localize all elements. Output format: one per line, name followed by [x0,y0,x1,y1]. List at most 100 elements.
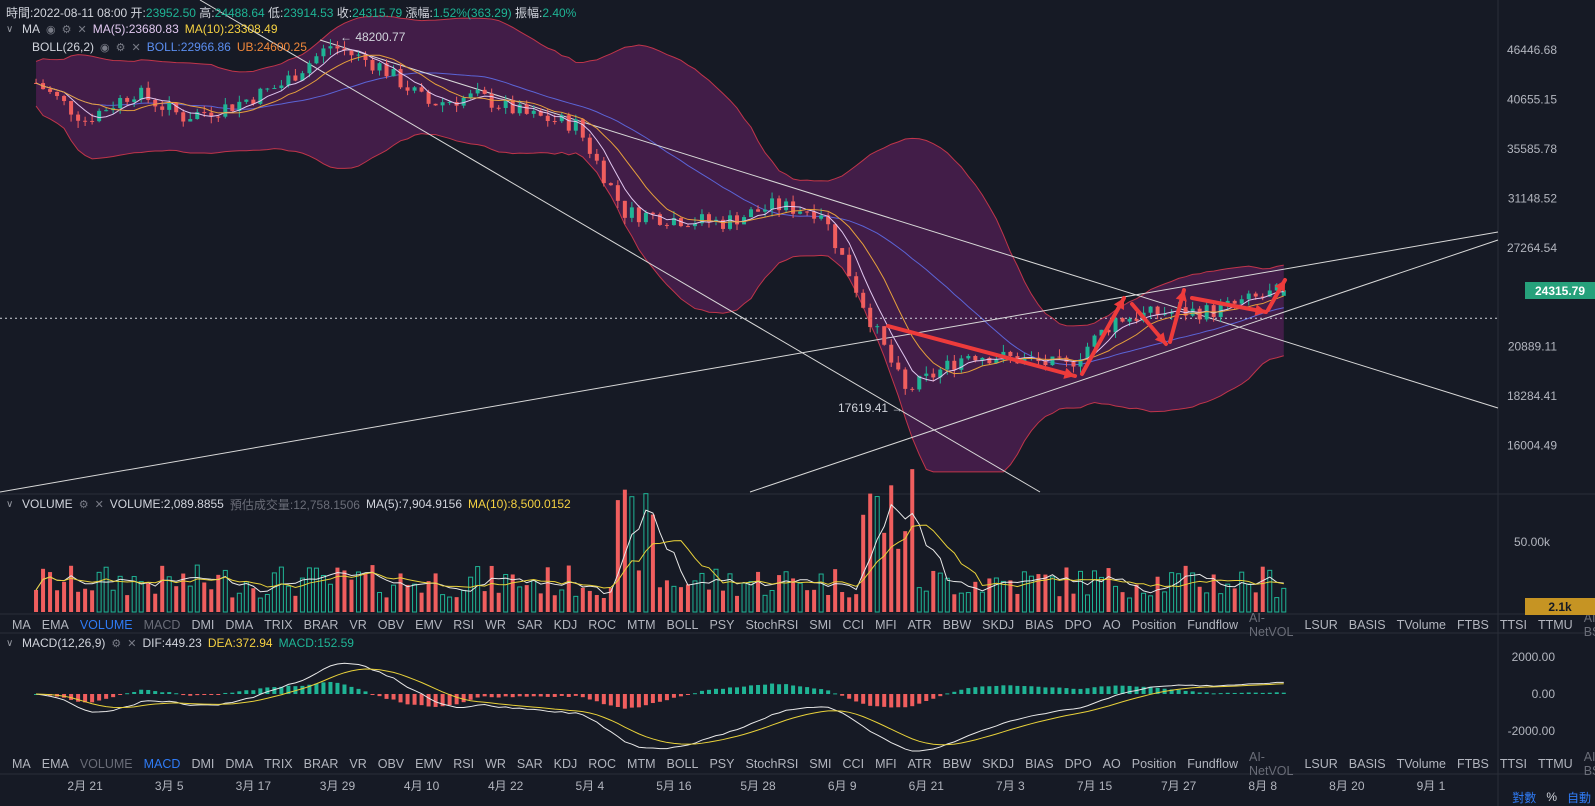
indicator-tab-ttmu[interactable]: TTMU [1538,757,1573,771]
indicator-tab-roc[interactable]: ROC [588,618,617,632]
gear-icon[interactable]: ⚙ [61,23,72,36]
indicator-tab-roc[interactable]: ROC [588,757,617,771]
indicator-tab-ma[interactable]: MA [12,618,31,632]
indicator-tab-bbw[interactable]: BBW [942,618,972,632]
indicator-tab-basis[interactable]: BASIS [1348,618,1386,632]
indicator-tab-macd[interactable]: MACD [143,618,181,632]
indicator-tab-volume[interactable]: VOLUME [79,757,133,771]
indicator-tab-boll[interactable]: BOLL [666,618,699,632]
percent-scale-button[interactable]: % [1546,790,1557,804]
volume-bar [944,577,950,613]
indicator-tab-ai-bsi[interactable]: AI-BSI [1583,611,1595,639]
chevron-down-icon[interactable]: ∨ [6,637,14,649]
gear-icon[interactable]: ⚙ [111,637,122,650]
indicator-tab-cci[interactable]: CCI [842,618,865,632]
macd-legend[interactable]: ∨ MACD(12,26,9) ⚙ ✕ DIF:449.23 DEA:372.9… [6,635,354,651]
indicator-tab-emv[interactable]: EMV [415,618,443,632]
chevron-down-icon[interactable]: ∨ [6,498,14,510]
indicator-tab-dmi[interactable]: DMI [191,618,215,632]
indicator-tab-atr[interactable]: ATR [907,618,932,632]
close-icon[interactable]: ✕ [131,41,141,54]
indicator-tab-ai-netvol[interactable]: AI-NetVOL [1248,611,1294,639]
indicator-tab-atr[interactable]: ATR [907,757,932,771]
indicator-tab-fundflow[interactable]: Fundflow [1187,757,1238,771]
indicator-tab-rsi[interactable]: RSI [453,757,475,771]
indicator-tab-rsi[interactable]: RSI [453,618,475,632]
indicator-tab-ftbs[interactable]: FTBS [1456,618,1489,632]
close-icon[interactable]: ✕ [77,23,87,36]
volume-legend[interactable]: ∨ VOLUME ⚙ ✕ VOLUME:2,089.8855 預估成交量:12,… [6,496,571,512]
indicator-tab-mtm[interactable]: MTM [627,757,656,771]
indicator-tab-kdj[interactable]: KDJ [553,757,578,771]
indicator-tab-ema[interactable]: EMA [41,757,69,771]
indicator-tab-smi[interactable]: SMI [809,757,832,771]
gear-icon[interactable]: ⚙ [115,41,126,54]
eye-icon[interactable]: ◉ [100,41,110,54]
boll-legend[interactable]: BOLL(26,2) ◉ ⚙ ✕ BOLL:22966.86 UB:24600.… [32,39,307,55]
indicator-tab-dma[interactable]: DMA [225,757,254,771]
indicator-tab-smi[interactable]: SMI [809,618,832,632]
indicator-tab-sar[interactable]: SAR [516,618,543,632]
indicator-tab-wr[interactable]: WR [485,618,506,632]
indicator-tab-trix[interactable]: TRIX [264,757,293,771]
indicator-tab-bbw[interactable]: BBW [942,757,972,771]
indicator-tab-ai-netvol[interactable]: AI-NetVOL [1248,750,1294,778]
chevron-down-icon[interactable]: ∨ [6,23,14,35]
indicator-tab-dmi[interactable]: DMI [191,757,215,771]
indicator-tab-fundflow[interactable]: Fundflow [1187,618,1238,632]
indicator-tab-sar[interactable]: SAR [516,757,543,771]
eye-icon[interactable]: ◉ [46,23,56,36]
indicator-tab-tvolume[interactable]: TVolume [1396,757,1446,771]
close-icon[interactable]: ✕ [94,498,104,511]
ma-legend[interactable]: ∨ MA ◉ ⚙ ✕ MA(5):23680.83 MA(10):23308.4… [6,21,278,37]
indicator-tab-wr[interactable]: WR [485,757,506,771]
indicator-tab-lsur[interactable]: LSUR [1304,618,1338,632]
log-scale-button[interactable]: 對數 [1512,790,1537,805]
indicator-tab-ttsi[interactable]: TTSI [1499,757,1527,771]
indicator-tab-ma[interactable]: MA [12,757,31,771]
indicator-tab-obv[interactable]: OBV [377,618,405,632]
indicator-tab-psy[interactable]: PSY [709,757,735,771]
indicator-tab-ftbs[interactable]: FTBS [1456,757,1489,771]
indicator-tab-position[interactable]: Position [1131,618,1177,632]
indicator-tab-basis[interactable]: BASIS [1348,757,1386,771]
indicator-tab-ema[interactable]: EMA [41,618,69,632]
indicator-tab-psy[interactable]: PSY [709,618,735,632]
indicator-tab-macd[interactable]: MACD [143,757,181,771]
indicator-tab-bias[interactable]: BIAS [1025,618,1054,632]
indicator-tab-dpo[interactable]: DPO [1064,757,1092,771]
indicator-tab-dpo[interactable]: DPO [1064,618,1092,632]
indicator-tab-stochrsi[interactable]: StochRSI [745,757,799,771]
indicator-tab-obv[interactable]: OBV [377,757,405,771]
indicator-tab-ai-bsi[interactable]: AI-BSI [1583,750,1595,778]
indicator-tab-tvolume[interactable]: TVolume [1396,618,1446,632]
indicator-tab-mfi[interactable]: MFI [875,618,897,632]
indicator-tab-ao[interactable]: AO [1102,618,1121,632]
indicator-tab-cci[interactable]: CCI [842,757,865,771]
indicator-tab-vr[interactable]: VR [349,618,367,632]
indicator-tab-ttmu[interactable]: TTMU [1538,618,1573,632]
indicator-tab-dma[interactable]: DMA [225,618,254,632]
indicator-tab-emv[interactable]: EMV [415,757,443,771]
auto-scale-button[interactable]: 自動 [1566,790,1591,805]
close-icon[interactable]: ✕ [127,637,137,650]
indicator-tab-stochrsi[interactable]: StochRSI [745,618,799,632]
indicator-tab-mtm[interactable]: MTM [627,618,656,632]
indicator-tab-mfi[interactable]: MFI [875,757,897,771]
indicator-tab-position[interactable]: Position [1131,757,1177,771]
indicator-tab-brar[interactable]: BRAR [303,757,339,771]
indicator-tab-kdj[interactable]: KDJ [553,618,578,632]
indicator-tab-skdj[interactable]: SKDJ [982,757,1015,771]
indicator-tab-skdj[interactable]: SKDJ [982,618,1015,632]
indicator-tab-ao[interactable]: AO [1102,757,1121,771]
indicator-tab-ttsi[interactable]: TTSI [1499,618,1527,632]
indicator-tab-lsur[interactable]: LSUR [1304,757,1338,771]
gear-icon[interactable]: ⚙ [78,498,89,511]
indicator-tab-vr[interactable]: VR [349,757,367,771]
indicator-tab-boll[interactable]: BOLL [666,757,699,771]
indicator-tab-volume[interactable]: VOLUME [79,618,133,632]
indicator-tab-brar[interactable]: BRAR [303,618,339,632]
indicator-tab-trix[interactable]: TRIX [264,618,293,632]
indicator-tab-bias[interactable]: BIAS [1025,757,1054,771]
